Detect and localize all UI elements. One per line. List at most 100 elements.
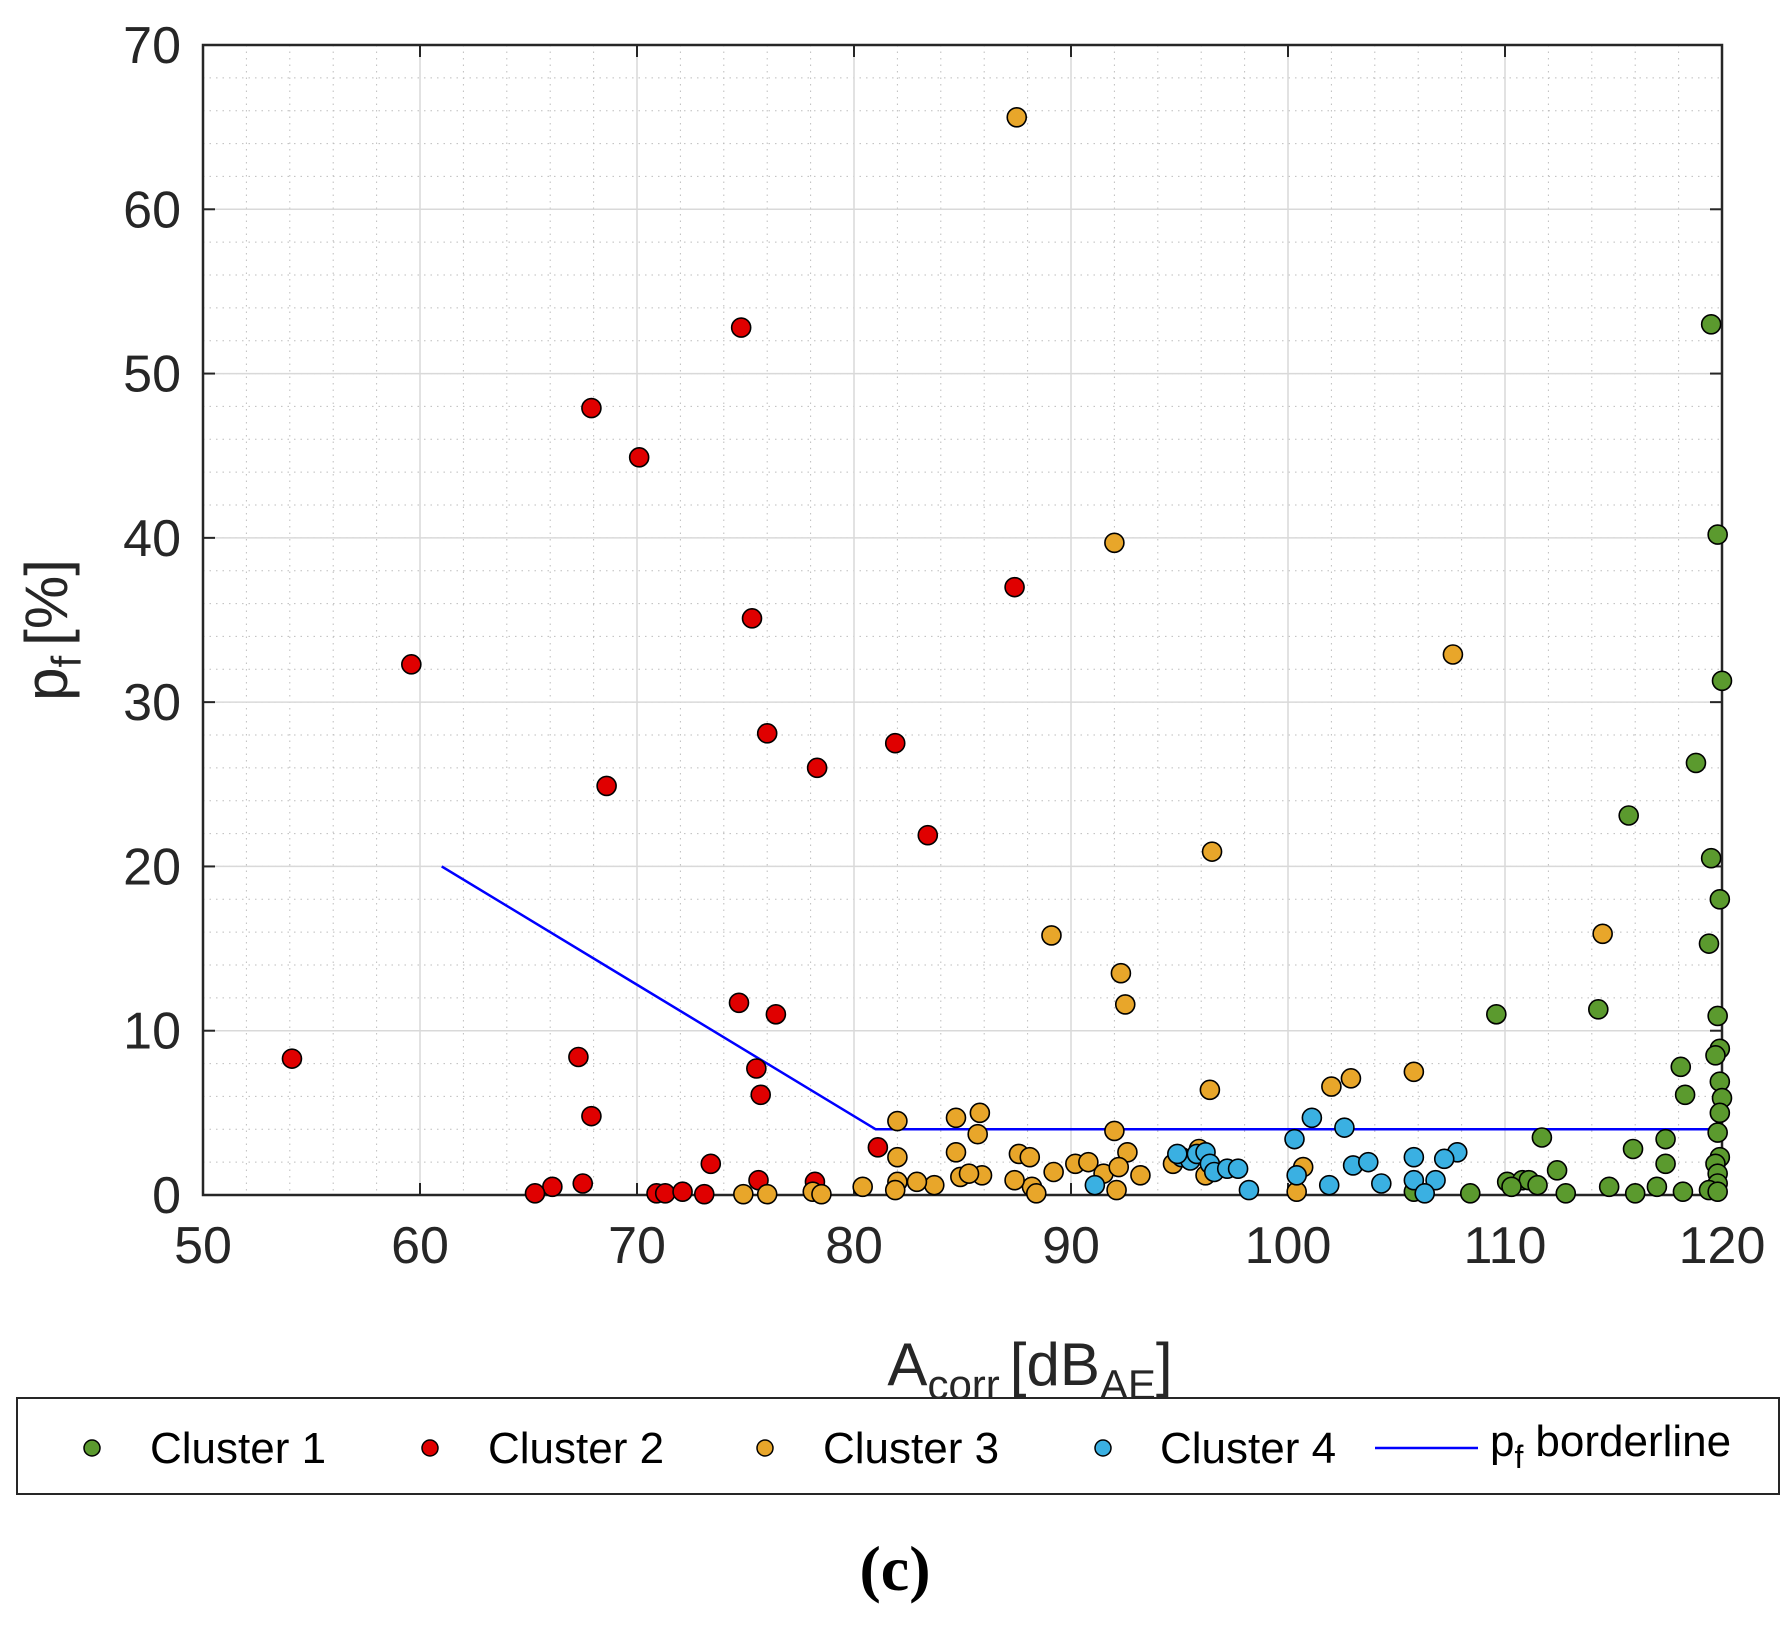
cluster-3-point	[969, 1102, 991, 1124]
cluster-1-point	[1588, 999, 1609, 1020]
cluster-3-point	[1006, 106, 1028, 128]
cluster-3-point	[1043, 1161, 1064, 1183]
cluster-1-point	[1622, 1138, 1644, 1160]
cluster-1-point	[1674, 1084, 1696, 1106]
cluster-2-point	[741, 608, 763, 629]
legend-label-cluster-4: Cluster 4	[1160, 1424, 1336, 1473]
cluster-4-point	[1284, 1128, 1305, 1150]
y-tick-label: 60	[123, 181, 181, 239]
cluster-1-point	[1555, 1183, 1577, 1204]
cluster-2-point	[700, 1153, 722, 1175]
series-4	[1084, 1107, 1468, 1204]
cluster-2-point	[1004, 576, 1025, 598]
series-1	[1403, 313, 1733, 1204]
cluster-3-point	[945, 1107, 967, 1129]
cluster-1-point	[1501, 1176, 1522, 1198]
cluster-1-point	[1707, 524, 1728, 545]
cluster-4-point	[1227, 1158, 1249, 1180]
cluster-3-point	[852, 1176, 873, 1198]
y-tick-label: 40	[123, 510, 181, 568]
legend-marker-cluster-4	[1094, 1439, 1112, 1457]
cluster-1-point	[1546, 1160, 1568, 1181]
cluster-1-point	[1700, 313, 1722, 335]
cluster-1-point	[1672, 1181, 1694, 1203]
y-axis-ticks: 0 10 20 30 40 50 60 70	[123, 17, 1722, 1225]
cluster-3-point	[1340, 1068, 1362, 1089]
cluster-2-point	[884, 732, 906, 754]
borderline-line	[441, 865, 1722, 1131]
cluster-3-point	[1110, 962, 1132, 984]
legend-box	[16, 1397, 1780, 1495]
cluster-3-point	[756, 1183, 778, 1205]
cluster-1-point	[1670, 1056, 1692, 1078]
legend-label-cluster-2: Cluster 2	[488, 1424, 664, 1473]
cluster-1-point	[1709, 888, 1731, 910]
major-grid	[202, 44, 1723, 1196]
cluster-1-point	[1598, 1176, 1620, 1198]
cluster-2-point	[672, 1181, 693, 1203]
cluster-4-point	[1318, 1174, 1340, 1196]
cluster-4-point	[1238, 1179, 1260, 1201]
cluster-1-point	[1700, 847, 1722, 869]
cluster-3-point	[887, 1146, 908, 1168]
cluster-4-point	[1425, 1169, 1446, 1191]
cluster-3-point	[1078, 1151, 1099, 1173]
cluster-3-point	[1004, 1169, 1025, 1191]
cluster-4-point	[1167, 1143, 1188, 1165]
cluster-3-point	[1019, 1146, 1041, 1168]
cluster-1-point	[1486, 1003, 1507, 1025]
cluster-3-point	[1403, 1061, 1425, 1083]
borderline-series	[441, 865, 1722, 1131]
cluster-3-point	[1592, 923, 1613, 945]
cluster-2-point	[628, 447, 650, 468]
cluster-3-point	[1321, 1076, 1342, 1097]
cluster-4-point	[1301, 1107, 1323, 1129]
cluster-1-point	[1711, 670, 1733, 692]
cluster-3-point	[1104, 1120, 1125, 1142]
cluster-2-point	[693, 1183, 715, 1205]
cluster-3-point	[1442, 644, 1464, 665]
cluster-3-point	[1201, 841, 1223, 862]
cluster-2-point	[596, 775, 617, 797]
cluster-2-point	[401, 654, 422, 675]
cluster-3-point	[887, 1110, 908, 1132]
cluster-3-point	[958, 1163, 980, 1184]
legend-label-cluster-1: Cluster 1	[150, 1424, 326, 1473]
cluster-1-point	[1655, 1128, 1676, 1150]
series-3	[733, 106, 1613, 1205]
series-2	[281, 317, 1025, 1205]
plot-frame	[201, 43, 1724, 1197]
legend-label-borderline: pf borderline	[1490, 1417, 1731, 1475]
scatter-points	[281, 106, 1733, 1205]
cluster-3-point	[1041, 925, 1062, 946]
legend: Cluster 1 Cluster 2 Cluster 3 Cluster 4 …	[16, 1397, 1780, 1495]
y-tick-label: 0	[152, 1167, 181, 1225]
y-tick-label: 20	[123, 838, 181, 896]
cluster-1-point	[1618, 805, 1639, 826]
cluster-3-point	[967, 1123, 988, 1145]
x-tick-label: 50	[174, 1217, 232, 1275]
cluster-4-point	[1357, 1151, 1379, 1173]
cluster-1-point	[1709, 1102, 1731, 1124]
cluster-2-point	[867, 1137, 889, 1158]
y-tick-label: 70	[123, 17, 181, 75]
legend-marker-cluster-3	[756, 1439, 774, 1457]
y-tick-label: 30	[123, 674, 181, 732]
cluster-4-point	[1286, 1164, 1307, 1186]
cluster-3-point	[1114, 994, 1136, 1015]
cluster-3-point	[1104, 532, 1125, 554]
cluster-3-point	[1108, 1156, 1130, 1178]
cluster-3-point	[923, 1174, 945, 1196]
x-axis-ticks: 50 60 70 80 90 100 110 120	[174, 45, 1765, 1275]
cluster-2-point	[746, 1058, 767, 1079]
cluster-3-point	[884, 1179, 906, 1201]
cluster-2-point	[572, 1173, 594, 1194]
x-tick-label: 70	[608, 1217, 666, 1275]
cluster-2-point	[524, 1183, 546, 1204]
cluster-3-point	[1106, 1179, 1127, 1201]
x-tick-label: 100	[1245, 1217, 1332, 1275]
cluster-2-point	[654, 1183, 676, 1204]
cluster-1-point	[1527, 1174, 1548, 1196]
cluster-1-point	[1707, 1122, 1728, 1143]
